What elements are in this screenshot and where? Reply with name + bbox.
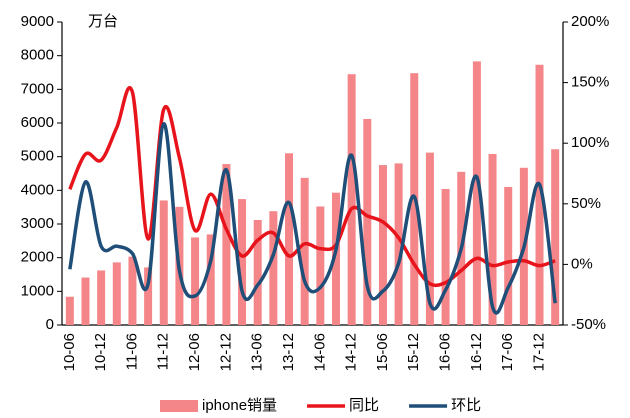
bar bbox=[222, 164, 231, 325]
bar bbox=[97, 270, 106, 325]
line bbox=[68, 122, 557, 315]
line bbox=[68, 86, 556, 288]
x-tick-label: 15-12 bbox=[405, 333, 422, 371]
y2-tick-label: -50% bbox=[571, 316, 606, 333]
x-tick-label: 10-12 bbox=[92, 333, 109, 371]
x-tick-label: 17-12 bbox=[530, 333, 547, 371]
y-tick-label: 1000 bbox=[21, 282, 54, 299]
bar bbox=[316, 206, 325, 325]
x-tick-label: 17-06 bbox=[499, 333, 516, 371]
y-tick-label: 8000 bbox=[21, 47, 54, 64]
y-tick-label: 6000 bbox=[21, 114, 54, 131]
bar bbox=[112, 262, 121, 325]
bar bbox=[441, 188, 450, 325]
y-tick-label: 0 bbox=[46, 316, 54, 333]
legend-label: 同比 bbox=[349, 397, 379, 414]
bar bbox=[394, 163, 403, 325]
bar bbox=[285, 153, 294, 325]
legend-swatch bbox=[160, 400, 198, 412]
x-tick-label: 10-06 bbox=[61, 333, 78, 371]
x-tick-label: 16-12 bbox=[468, 333, 485, 371]
y2-tick-label: 100% bbox=[571, 134, 609, 151]
x-tick-label: 12-06 bbox=[186, 333, 203, 371]
bar bbox=[269, 211, 278, 325]
bar bbox=[300, 177, 309, 325]
y-tick-label: 9000 bbox=[21, 13, 54, 30]
y-tick-label: 3000 bbox=[21, 215, 54, 232]
bar bbox=[488, 153, 497, 325]
y-tick-label: 7000 bbox=[21, 80, 54, 97]
bar bbox=[206, 234, 215, 325]
bar bbox=[551, 149, 560, 325]
bar bbox=[535, 64, 544, 326]
x-tick-label: 12-12 bbox=[217, 333, 234, 371]
bar bbox=[191, 237, 200, 325]
y-tick-label: 5000 bbox=[21, 148, 54, 165]
bar bbox=[347, 74, 356, 325]
bar bbox=[144, 267, 153, 325]
x-tick-label: 13-06 bbox=[249, 333, 266, 371]
bar bbox=[425, 152, 434, 325]
x-tick-label: 14-12 bbox=[343, 333, 360, 371]
bar bbox=[472, 61, 481, 325]
bar bbox=[504, 186, 513, 325]
y-tick-label: 2000 bbox=[21, 249, 54, 266]
legend-label: 环比 bbox=[451, 397, 481, 414]
bar bbox=[159, 200, 168, 325]
y2-tick-label: 150% bbox=[571, 74, 609, 91]
bar bbox=[253, 219, 262, 325]
bar bbox=[363, 118, 372, 326]
x-tick-label: 15-06 bbox=[374, 333, 391, 371]
legend-label: iphone销量 bbox=[202, 397, 277, 414]
x-tick-label: 16-06 bbox=[437, 333, 454, 371]
x-tick-label: 13-12 bbox=[280, 333, 297, 371]
bar bbox=[378, 165, 387, 325]
y2-tick-label: 50% bbox=[571, 195, 601, 212]
bar bbox=[81, 277, 90, 325]
x-tick-label: 11-06 bbox=[123, 333, 140, 370]
x-tick-label: 14-06 bbox=[311, 333, 328, 371]
bar bbox=[128, 256, 137, 325]
x-tick-label: 11-12 bbox=[155, 333, 172, 370]
bar bbox=[65, 296, 74, 325]
y2-tick-label: 200% bbox=[571, 13, 609, 30]
bar bbox=[331, 192, 340, 325]
unit-label: 万台 bbox=[88, 13, 118, 30]
y2-tick-label: 0% bbox=[571, 255, 593, 272]
y-tick-label: 4000 bbox=[21, 181, 54, 198]
bar bbox=[238, 199, 247, 325]
